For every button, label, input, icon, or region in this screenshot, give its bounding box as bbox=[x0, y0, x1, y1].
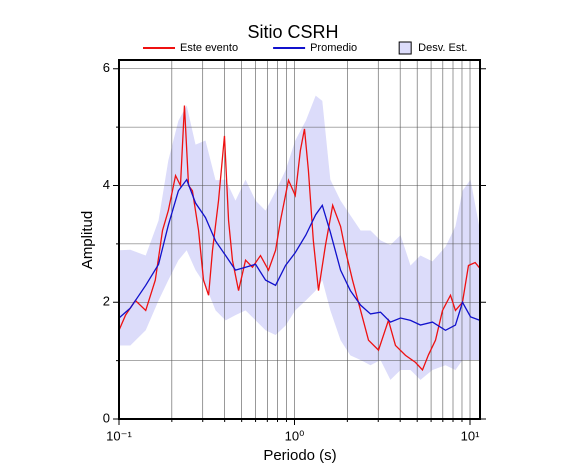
y-tick-label: 2 bbox=[103, 294, 110, 309]
x-tick-label: 10⁰ bbox=[285, 428, 305, 443]
y-tick-label: 4 bbox=[103, 177, 110, 192]
y-tick-label: 6 bbox=[103, 60, 110, 75]
legend-label: Promedio bbox=[310, 42, 357, 54]
series-line bbox=[118, 105, 481, 372]
x-tick-label: 10¹ bbox=[461, 428, 480, 443]
series-line bbox=[118, 178, 481, 332]
x-tick-label: 10⁻¹ bbox=[106, 428, 132, 443]
std-band bbox=[119, 95, 480, 380]
plot-frame bbox=[118, 59, 481, 420]
legend-label: Desv. Est. bbox=[418, 42, 467, 54]
legend-label: Este evento bbox=[180, 42, 238, 54]
x-axis-label: Periodo (s) bbox=[263, 447, 336, 464]
legend-swatch bbox=[398, 41, 412, 55]
y-axis-label: Amplitud bbox=[79, 211, 96, 269]
chart-title: Sitio CSRH bbox=[247, 22, 338, 42]
y-tick-label: 0 bbox=[103, 410, 110, 425]
